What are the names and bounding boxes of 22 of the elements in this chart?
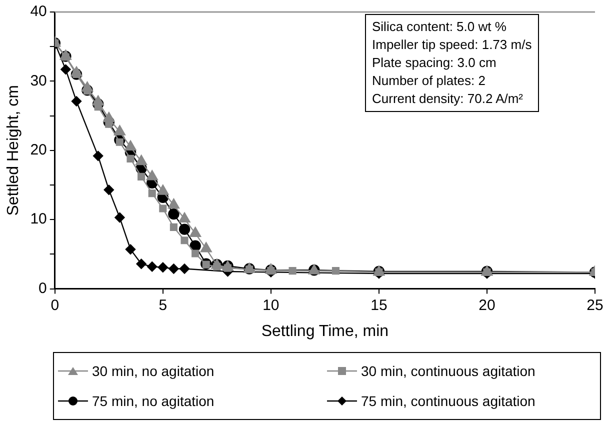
x-tick-label: 0	[50, 296, 60, 314]
y-tick-label: 40	[30, 3, 47, 20]
x-tick-label: 5	[158, 296, 168, 314]
annotation: Silica content: 5.0 wt %	[372, 18, 508, 36]
legend-label: 30 min, no agitation	[92, 363, 214, 379]
x-tick-label: 15	[370, 296, 388, 314]
annotation: Plate spacing: 3.0 cm	[372, 54, 498, 72]
legend-label: 30 min, continuous agitation	[361, 363, 536, 379]
annotation: Number of plates: 2	[372, 72, 486, 90]
y-tick-label: 30	[30, 72, 47, 90]
y-tick-label: 10	[30, 210, 47, 228]
legend-label: 75 min, continuous agitation	[361, 393, 536, 409]
annotation: Current density: 70.2 A/m²	[372, 90, 524, 108]
x-tick-label: 10	[262, 296, 280, 314]
y-tick-label: 20	[30, 142, 47, 159]
annotation: Impeller tip speed: 1.73 m/s	[372, 36, 532, 54]
x-tick-label: 20	[478, 296, 496, 314]
x-axis-title: Settling Time, min	[261, 322, 389, 340]
y-axis-title: Settled Height, cm	[5, 85, 22, 216]
x-tick-label: 25	[586, 296, 604, 314]
y-tick-label: 0	[38, 280, 47, 297]
legend-label: 75 min, no agitation	[92, 393, 214, 409]
